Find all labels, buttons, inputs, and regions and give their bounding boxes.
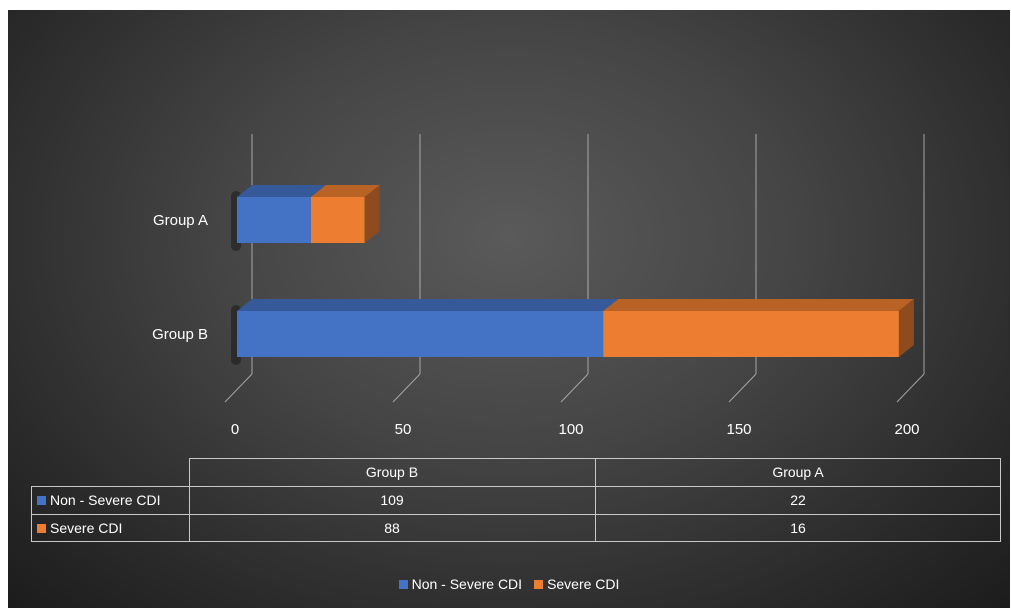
legend-key-swatch [37, 495, 46, 505]
table-row-label: Severe CDI [31, 514, 189, 542]
bar-top-face [237, 185, 326, 197]
legend-label: Non - Severe CDI [411, 576, 523, 592]
x-tick-label: 0 [231, 421, 239, 438]
legend-label: Severe CDI [547, 576, 620, 592]
table-value-cell: 88 [384, 520, 400, 536]
category-label: Group A [153, 212, 208, 229]
legend-key-swatch [37, 523, 46, 533]
bar-top-face [237, 299, 619, 311]
legend-swatch [534, 579, 544, 589]
table-border [1000, 458, 1001, 542]
table-row-label: Non - Severe CDI [31, 486, 189, 514]
bar-segment [237, 197, 311, 243]
x-tick-label: 200 [894, 421, 919, 438]
floor-gridline [392, 373, 421, 403]
bar-top-face [603, 299, 914, 311]
floor-gridline [896, 373, 925, 403]
table-header-cell: Group A [772, 464, 824, 480]
x-tick-label: 150 [726, 421, 751, 438]
table-border [595, 458, 596, 542]
table-border [31, 486, 1001, 487]
table-value-cell: 109 [380, 492, 404, 508]
legend: Non - Severe CDI Severe CDI [8, 574, 1010, 594]
floor-gridline [560, 373, 589, 403]
x-tick-label: 50 [395, 421, 412, 438]
table-value-cell: 16 [790, 520, 806, 536]
x-tick-label: 100 [558, 421, 583, 438]
bar-side-face [364, 185, 380, 243]
table-header-cell: Group B [365, 464, 419, 480]
legend-swatch [398, 579, 408, 589]
category-label: Group B [152, 326, 208, 343]
table-row-label-text: Severe CDI [50, 520, 123, 536]
bar-side-face [898, 299, 914, 357]
bar-top-face [310, 185, 380, 197]
data-table: Group B Group A Non - Severe CDI 109 22 Sever… [31, 458, 1001, 542]
bar-segment [603, 311, 899, 357]
table-border [31, 486, 32, 542]
bar-segment [237, 311, 604, 357]
table-value-cell: 22 [790, 492, 806, 508]
table-border [189, 458, 190, 542]
chart-plot: 0 50 100 150 200 Group B Group A [152, 134, 925, 438]
floor-gridline [224, 373, 253, 403]
table-border [31, 514, 1001, 515]
table-border [31, 541, 1001, 542]
legend-item: Non - Severe CDI [398, 576, 523, 592]
bar-segment [310, 197, 365, 243]
table-row-label-text: Non - Severe CDI [50, 492, 161, 508]
chart-area: 0 50 100 150 200 Group B Group A Group B Group … [8, 10, 1010, 608]
legend-item: Severe CDI [534, 576, 619, 592]
floor-gridline [728, 373, 757, 403]
